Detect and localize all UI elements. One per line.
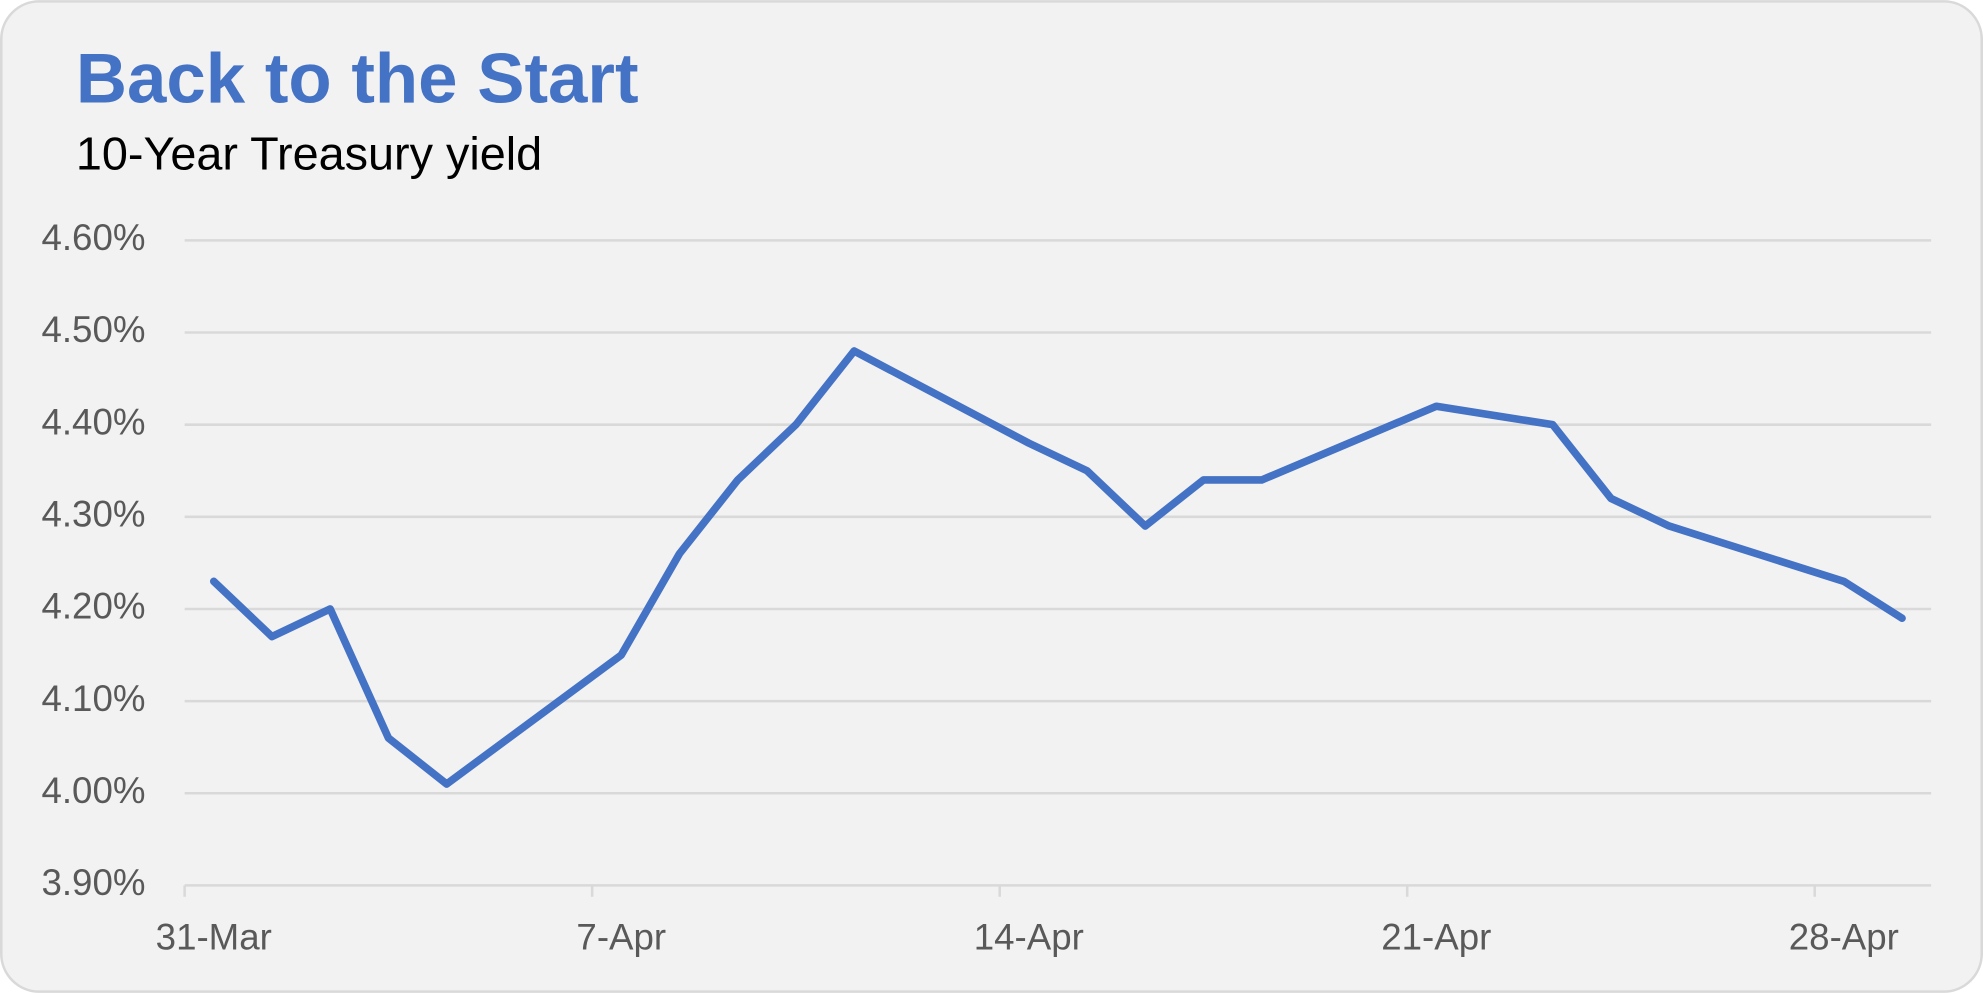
y-tick-label: 4.50% (41, 309, 145, 350)
y-tick-label: 4.00% (41, 770, 145, 811)
y-tick-label: 4.20% (41, 586, 145, 627)
y-tick-label: 4.10% (41, 678, 145, 719)
x-tick-label: 31-Mar (156, 916, 272, 957)
y-tick-label: 4.30% (41, 494, 145, 535)
x-tick-label: 28-Apr (1789, 916, 1899, 957)
chart-title: Back to the Start (76, 39, 639, 118)
x-tick-label: 14-Apr (974, 916, 1084, 957)
y-tick-label: 4.40% (41, 401, 145, 442)
x-tick-label: 7-Apr (576, 916, 666, 957)
y-tick-label: 4.60% (41, 217, 145, 258)
x-tick-label: 21-Apr (1381, 916, 1491, 957)
line-series (209, 347, 1906, 788)
chart-subtitle: 10-Year Treasury yield (76, 127, 542, 179)
y-tick-label: 3.90% (41, 862, 145, 903)
